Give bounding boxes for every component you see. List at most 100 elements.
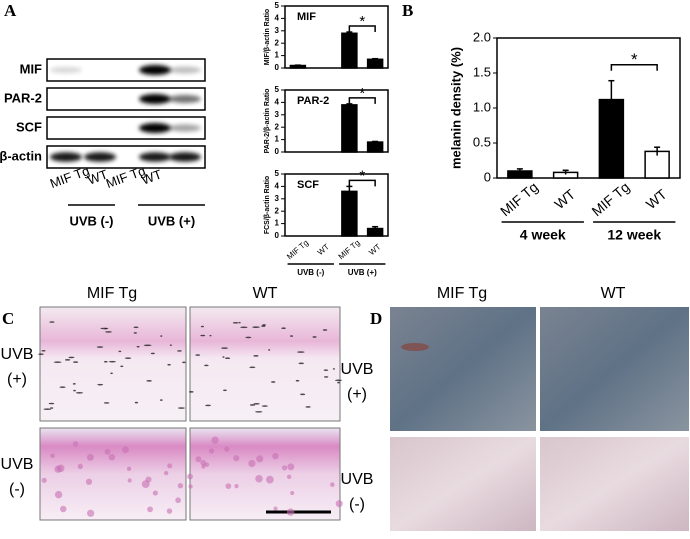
x-tick-label: MIF Tg	[337, 238, 362, 261]
melanin-speck	[53, 361, 62, 364]
cell-nucleus	[56, 464, 65, 473]
cell-nucleus	[72, 441, 79, 447]
histology-image	[39, 306, 187, 422]
melanin-speck	[337, 381, 341, 384]
melanin-speck	[124, 357, 132, 359]
row-label: (+)	[7, 371, 27, 388]
error-bar	[608, 79, 615, 119]
bar	[366, 141, 384, 153]
melanin-speck	[232, 322, 239, 324]
cell-nucleus	[256, 455, 264, 463]
x-tick-label: MIF Tg	[497, 179, 541, 220]
error-bar	[294, 64, 301, 66]
melanin-speck	[261, 405, 268, 407]
cell-nucleus	[77, 463, 83, 470]
cell-nucleus	[122, 446, 129, 454]
melanin-speck	[245, 336, 252, 339]
cell-nucleus	[108, 453, 116, 461]
y-tick-label: 0	[275, 231, 280, 240]
blot-row-label: SCF	[16, 119, 42, 134]
cell-nucleus	[163, 470, 169, 476]
panel-c: C	[2, 306, 341, 521]
significance-bracket	[348, 25, 376, 33]
y-tick-label: 4	[275, 14, 280, 23]
error-bar	[372, 57, 379, 60]
panel-a: A	[4, 1, 17, 20]
cell-nucleus	[188, 484, 193, 489]
error-bar	[654, 146, 661, 156]
blot-band	[139, 65, 171, 75]
melanin-speck	[48, 402, 55, 405]
blot-band	[139, 94, 171, 104]
cell-nucleus	[175, 497, 181, 504]
melanin-speck	[289, 335, 294, 337]
panel-d: D	[370, 307, 689, 531]
group-label: UVB (+)	[348, 268, 377, 277]
cell-nucleus	[287, 463, 295, 471]
skin-photo	[540, 437, 689, 531]
group-label: UVB (+)	[148, 213, 195, 228]
cell-nucleus	[224, 446, 230, 452]
melanin-speck	[49, 407, 54, 409]
melanin-speck	[295, 379, 300, 382]
panel-label: C	[2, 309, 14, 328]
y-tick-label: 5	[275, 1, 280, 10]
cell-nucleus	[330, 482, 335, 487]
melanin-speck	[120, 365, 124, 368]
melanin-speck	[104, 360, 108, 363]
cell-nucleus	[208, 448, 215, 454]
melanin-speck	[41, 349, 46, 352]
row-label: (+)	[347, 386, 367, 403]
melanin-speck	[146, 380, 152, 382]
melanin-speck	[133, 326, 139, 329]
y-tick-label: 1.0	[473, 99, 491, 114]
blot-row-label: β-actin	[0, 148, 42, 163]
cell-nucleus	[86, 453, 94, 461]
significance-star: *	[359, 85, 365, 102]
cell-nucleus	[50, 453, 55, 459]
cell-nucleus	[41, 477, 47, 483]
melanin-speck	[225, 357, 231, 359]
cell-nucleus	[201, 464, 206, 469]
significance-bracket	[348, 97, 376, 104]
error-bar	[372, 225, 379, 231]
y-tick-label: 4	[275, 98, 280, 107]
melanin-speck	[221, 347, 228, 349]
melanin-speck	[268, 349, 271, 351]
y-tick-label: 1.5	[473, 64, 491, 79]
group-label: 4 week	[520, 227, 566, 243]
column-label: MIF Tg	[437, 285, 487, 302]
melanin-speck	[49, 321, 55, 323]
y-tick-label: 2	[275, 38, 280, 47]
lane-label: WT	[86, 166, 110, 187]
y-tick-label: 3	[275, 194, 280, 203]
melanin-speck	[177, 350, 182, 352]
y-tick-label: 2	[275, 122, 280, 131]
cell-nucleus	[204, 462, 210, 467]
y-tick-label: 3	[275, 26, 280, 35]
y-tick-label: 5	[275, 169, 280, 178]
cell-nucleus	[166, 508, 173, 514]
y-tick-label: 3	[275, 110, 280, 119]
cell-nucleus	[87, 509, 95, 517]
error-bar	[372, 140, 379, 143]
significance-star: *	[631, 50, 638, 69]
histology-image	[39, 427, 187, 521]
cell-nucleus	[234, 484, 239, 489]
cell-nucleus	[54, 490, 63, 499]
x-tick-label: WT	[316, 242, 331, 257]
group-label: UVB (-)	[69, 213, 113, 228]
error-bar	[516, 168, 523, 174]
melanin-speck	[108, 360, 116, 363]
skin-photo	[540, 307, 689, 431]
melanin-speck	[332, 368, 336, 370]
cell-nucleus	[195, 456, 202, 463]
cell-nucleus	[187, 473, 193, 480]
y-tick-label: 1	[275, 135, 280, 144]
melanin-speck	[209, 334, 212, 337]
x-tick-label: WT	[643, 186, 670, 213]
melanin-speck	[253, 355, 259, 357]
cell-nucleus	[152, 490, 158, 496]
cell-nucleus	[290, 491, 295, 496]
blot-band	[50, 152, 82, 162]
